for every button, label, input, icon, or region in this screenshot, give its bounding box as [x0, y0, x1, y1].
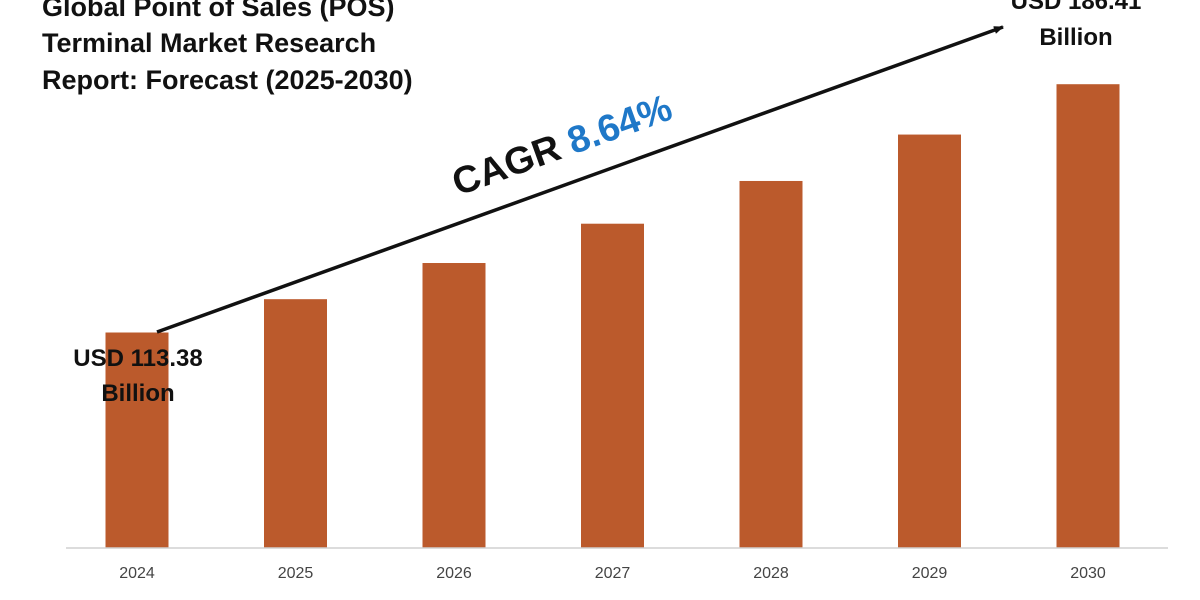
bar-2025 [264, 299, 327, 548]
bar-2029 [898, 134, 961, 548]
x-tick-label-2028: 2028 [753, 565, 789, 582]
bar-2027 [581, 223, 644, 548]
bar-2028 [739, 180, 803, 548]
bar-2026 [422, 263, 486, 548]
bar-2024 [105, 332, 169, 548]
end-value-line-1: USD 186.41 [1011, 0, 1142, 15]
x-tick-label-2024: 2024 [119, 565, 155, 582]
trend-arrow [156, 25, 1004, 334]
end-value-line-2: Billion [1039, 24, 1112, 51]
chart-title-line-1: Global Point of Sales (POS) [42, 0, 395, 22]
x-tick-labels: 2024 2025 2026 2027 2028 2029 2030 [119, 565, 1106, 582]
chart-title-line-3: Report: Forecast (2025-2030) [42, 65, 413, 95]
chart-title-line-2: Terminal Market Research [42, 28, 376, 58]
x-tick-label-2025: 2025 [278, 565, 314, 582]
x-tick-label-2030: 2030 [1070, 565, 1106, 582]
x-tick-label-2026: 2026 [436, 565, 472, 582]
cagr-label: CAGR [447, 123, 576, 204]
x-tick-label-2027: 2027 [595, 565, 631, 582]
bar-2030 [1056, 84, 1120, 549]
start-value-line-1: USD 113.38 [73, 345, 202, 372]
start-value-line-2: Billion [101, 380, 174, 407]
bars-group [105, 84, 1120, 549]
x-tick-label-2029: 2029 [912, 565, 948, 582]
